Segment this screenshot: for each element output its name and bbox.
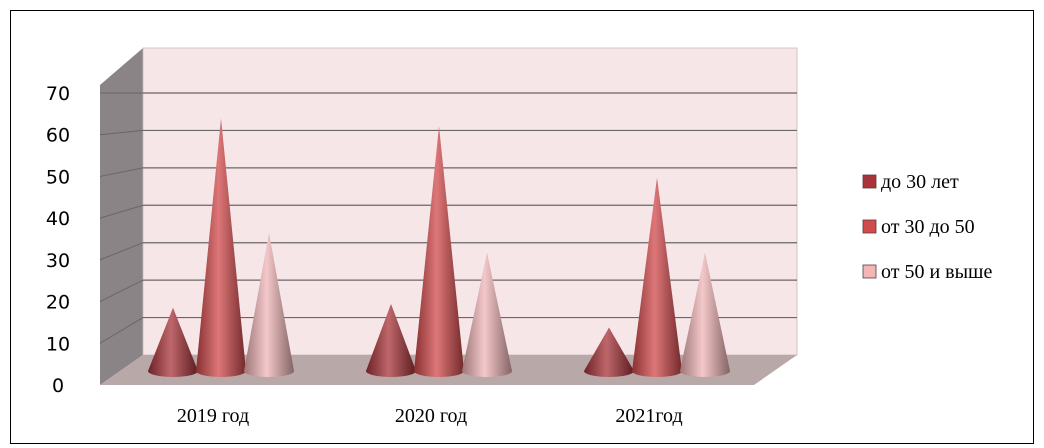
chart-left-wall: [100, 48, 143, 385]
legend-label: до 30 лет: [881, 171, 959, 193]
cone-bar: [366, 303, 416, 377]
cone-bar: [632, 177, 682, 377]
y-tick-label: 10: [46, 333, 70, 355]
y-tick-label: 50: [46, 166, 70, 188]
gridline-side: [99, 129, 144, 136]
gridline-side: [99, 279, 144, 303]
gridline-side: [99, 167, 144, 177]
x-category-label: 2021год: [615, 405, 682, 427]
y-tick-label: 70: [46, 83, 70, 105]
legend-label: от 50 и выше: [881, 261, 992, 283]
legend-swatch: [862, 264, 877, 279]
legend-label: от 30 до 50: [881, 216, 975, 238]
y-tick-label: 0: [52, 375, 64, 397]
cone-bar: [680, 252, 730, 377]
y-tick-label: 30: [46, 250, 70, 272]
x-axis: 2019 год 2020 год 2021год: [177, 405, 683, 427]
y-tick-label: 60: [46, 125, 70, 147]
x-category-label: 2020 год: [395, 405, 467, 427]
y-axis: 0 10 20 30 40 50 60 70: [46, 83, 70, 397]
cone-bar: [462, 252, 512, 377]
y-tick-label: 40: [46, 208, 70, 230]
x-category-label: 2019 год: [177, 405, 249, 427]
cone-bar: [414, 126, 464, 377]
cone-bar: [148, 307, 198, 377]
y-tick-label: 20: [46, 292, 70, 314]
cone-bar: [196, 118, 246, 377]
legend: до 30 лет от 30 до 50 от 50 и выше: [862, 171, 992, 283]
cone-bar: [584, 327, 634, 377]
gridline-side: [99, 204, 144, 219]
cone-bar: [244, 232, 294, 377]
legend-swatch: [862, 174, 877, 189]
gridlines: [99, 92, 797, 344]
cones: [148, 118, 730, 377]
gridline-side: [99, 242, 144, 261]
legend-swatch: [862, 219, 877, 234]
gridline-side: [99, 317, 144, 344]
